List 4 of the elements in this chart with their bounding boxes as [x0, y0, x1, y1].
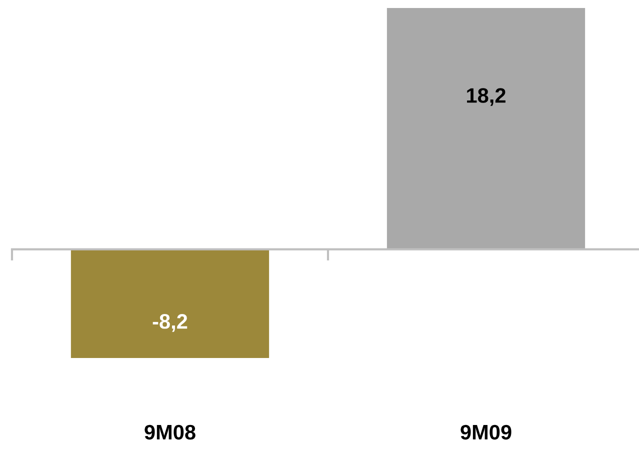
data-label: 18,2 — [467, 88, 506, 106]
x-tick-label: 9M08 — [144, 424, 196, 440]
data-label: -8,2 — [152, 314, 188, 332]
x-tick-label: 9M09 — [460, 424, 512, 440]
